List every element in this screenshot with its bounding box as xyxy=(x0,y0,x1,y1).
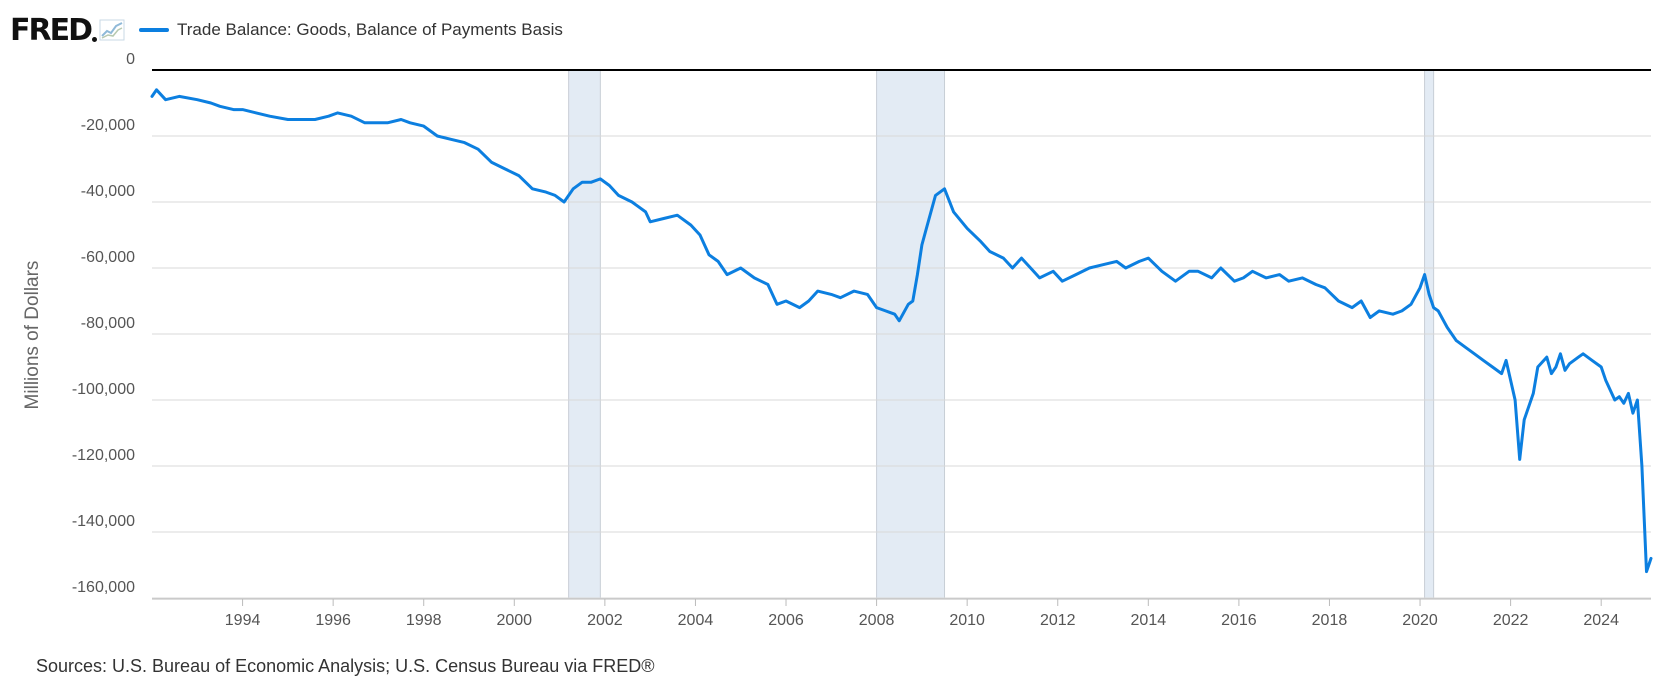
y-tick-label: -40,000 xyxy=(81,183,135,200)
y-axis-label: Millions of Dollars xyxy=(22,261,43,410)
y-tick-label: -100,000 xyxy=(72,381,135,398)
grid-lines xyxy=(152,69,1651,599)
x-tick-label: 2016 xyxy=(1221,612,1257,629)
chart-header: FRED Trade Balance: Goods, Balance of Pa… xyxy=(10,10,563,50)
x-axis: 1994 1996 1998 2000 2002 2004 2006 2008 2010 2012… xyxy=(152,598,1651,629)
fred-logo-dot xyxy=(92,36,97,42)
y-tick-label: 0 xyxy=(126,51,135,68)
x-tick-label: 2006 xyxy=(768,612,804,629)
x-tick-label: 2000 xyxy=(496,612,532,629)
y-tick-label: -160,000 xyxy=(72,579,135,596)
x-tick-label: 2012 xyxy=(1040,612,1076,629)
line-chart-icon xyxy=(99,19,125,41)
x-tick-label: 2018 xyxy=(1312,612,1348,629)
chart-legend[interactable]: Trade Balance: Goods, Balance of Payment… xyxy=(139,20,563,40)
y-tick-label: -60,000 xyxy=(81,249,135,266)
x-tick-label: 2014 xyxy=(1131,612,1167,629)
x-tick-label: 1996 xyxy=(315,612,351,629)
sources-note: Sources: U.S. Bureau of Economic Analysi… xyxy=(36,656,655,676)
y-tick-label: -140,000 xyxy=(72,513,135,530)
x-tick-label: 2022 xyxy=(1493,612,1529,629)
x-tick-label: 2024 xyxy=(1583,612,1619,629)
x-tick-label: 2004 xyxy=(678,612,714,629)
series-line xyxy=(150,88,1653,574)
x-tick-label: 2020 xyxy=(1402,612,1438,629)
line-chart[interactable]: 0 -20,000 -40,000 -60,000 -80,000 -100,000 -12… xyxy=(0,0,1653,650)
y-tick-label: -80,000 xyxy=(81,315,135,332)
x-tick-label: 2002 xyxy=(587,612,623,629)
legend-swatch xyxy=(139,28,169,32)
legend-label: Trade Balance: Goods, Balance of Payment… xyxy=(177,20,563,39)
fred-logo[interactable]: FRED xyxy=(10,13,125,48)
x-tick-label: 1998 xyxy=(406,612,442,629)
fred-logo-text: FRED xyxy=(10,12,93,48)
y-tick-label: -20,000 xyxy=(81,117,135,134)
x-tick-label: 1994 xyxy=(225,612,261,629)
x-tick-label: 2010 xyxy=(949,612,985,629)
y-tick-label: -120,000 xyxy=(72,447,135,464)
series-group xyxy=(150,88,1653,574)
x-tick-label: 2008 xyxy=(859,612,895,629)
y-axis: 0 -20,000 -40,000 -60,000 -80,000 -100,000 -12… xyxy=(72,51,135,596)
